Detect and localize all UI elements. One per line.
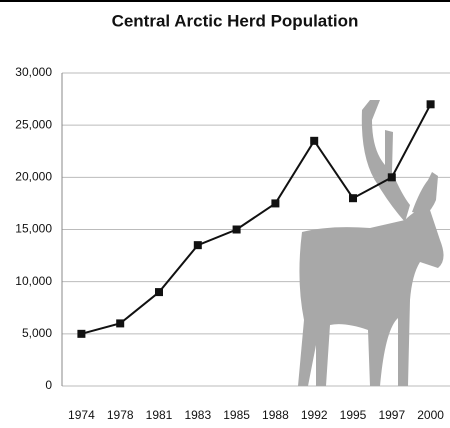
data-marker (427, 100, 435, 108)
y-tick-label: 10,000 (15, 274, 52, 288)
data-marker (116, 319, 124, 327)
y-tick-label: 30,000 (15, 65, 52, 79)
chart: Central Arctic Herd Population 0 5,000 10,… (0, 0, 450, 428)
data-marker (349, 194, 357, 202)
x-tick-label: 1981 (146, 408, 173, 422)
data-marker (388, 173, 396, 181)
data-marker (271, 199, 279, 207)
x-tick-label: 2000 (417, 408, 444, 422)
x-tick-label: 1988 (262, 408, 289, 422)
caribou-silhouette (298, 100, 444, 386)
x-tick-label: 1995 (340, 408, 367, 422)
x-tick-label: 1985 (223, 408, 250, 422)
data-marker (233, 226, 241, 234)
y-tick-label: 25,000 (15, 117, 52, 131)
x-tick-label: 1997 (378, 408, 405, 422)
y-tick-label: 5,000 (22, 326, 52, 340)
data-marker (194, 241, 202, 249)
x-tick-label: 1974 (68, 408, 95, 422)
x-tick-label: 1978 (107, 408, 134, 422)
data-marker (155, 288, 163, 296)
x-tick-label: 1992 (301, 408, 328, 422)
data-marker (310, 137, 318, 145)
y-tick-label: 0 (45, 378, 52, 392)
y-tick-label: 20,000 (15, 170, 52, 184)
x-tick-label: 1983 (184, 408, 211, 422)
chart-title: Central Arctic Herd Population (112, 11, 359, 30)
data-marker (77, 330, 85, 338)
y-tick-label: 15,000 (15, 222, 52, 236)
